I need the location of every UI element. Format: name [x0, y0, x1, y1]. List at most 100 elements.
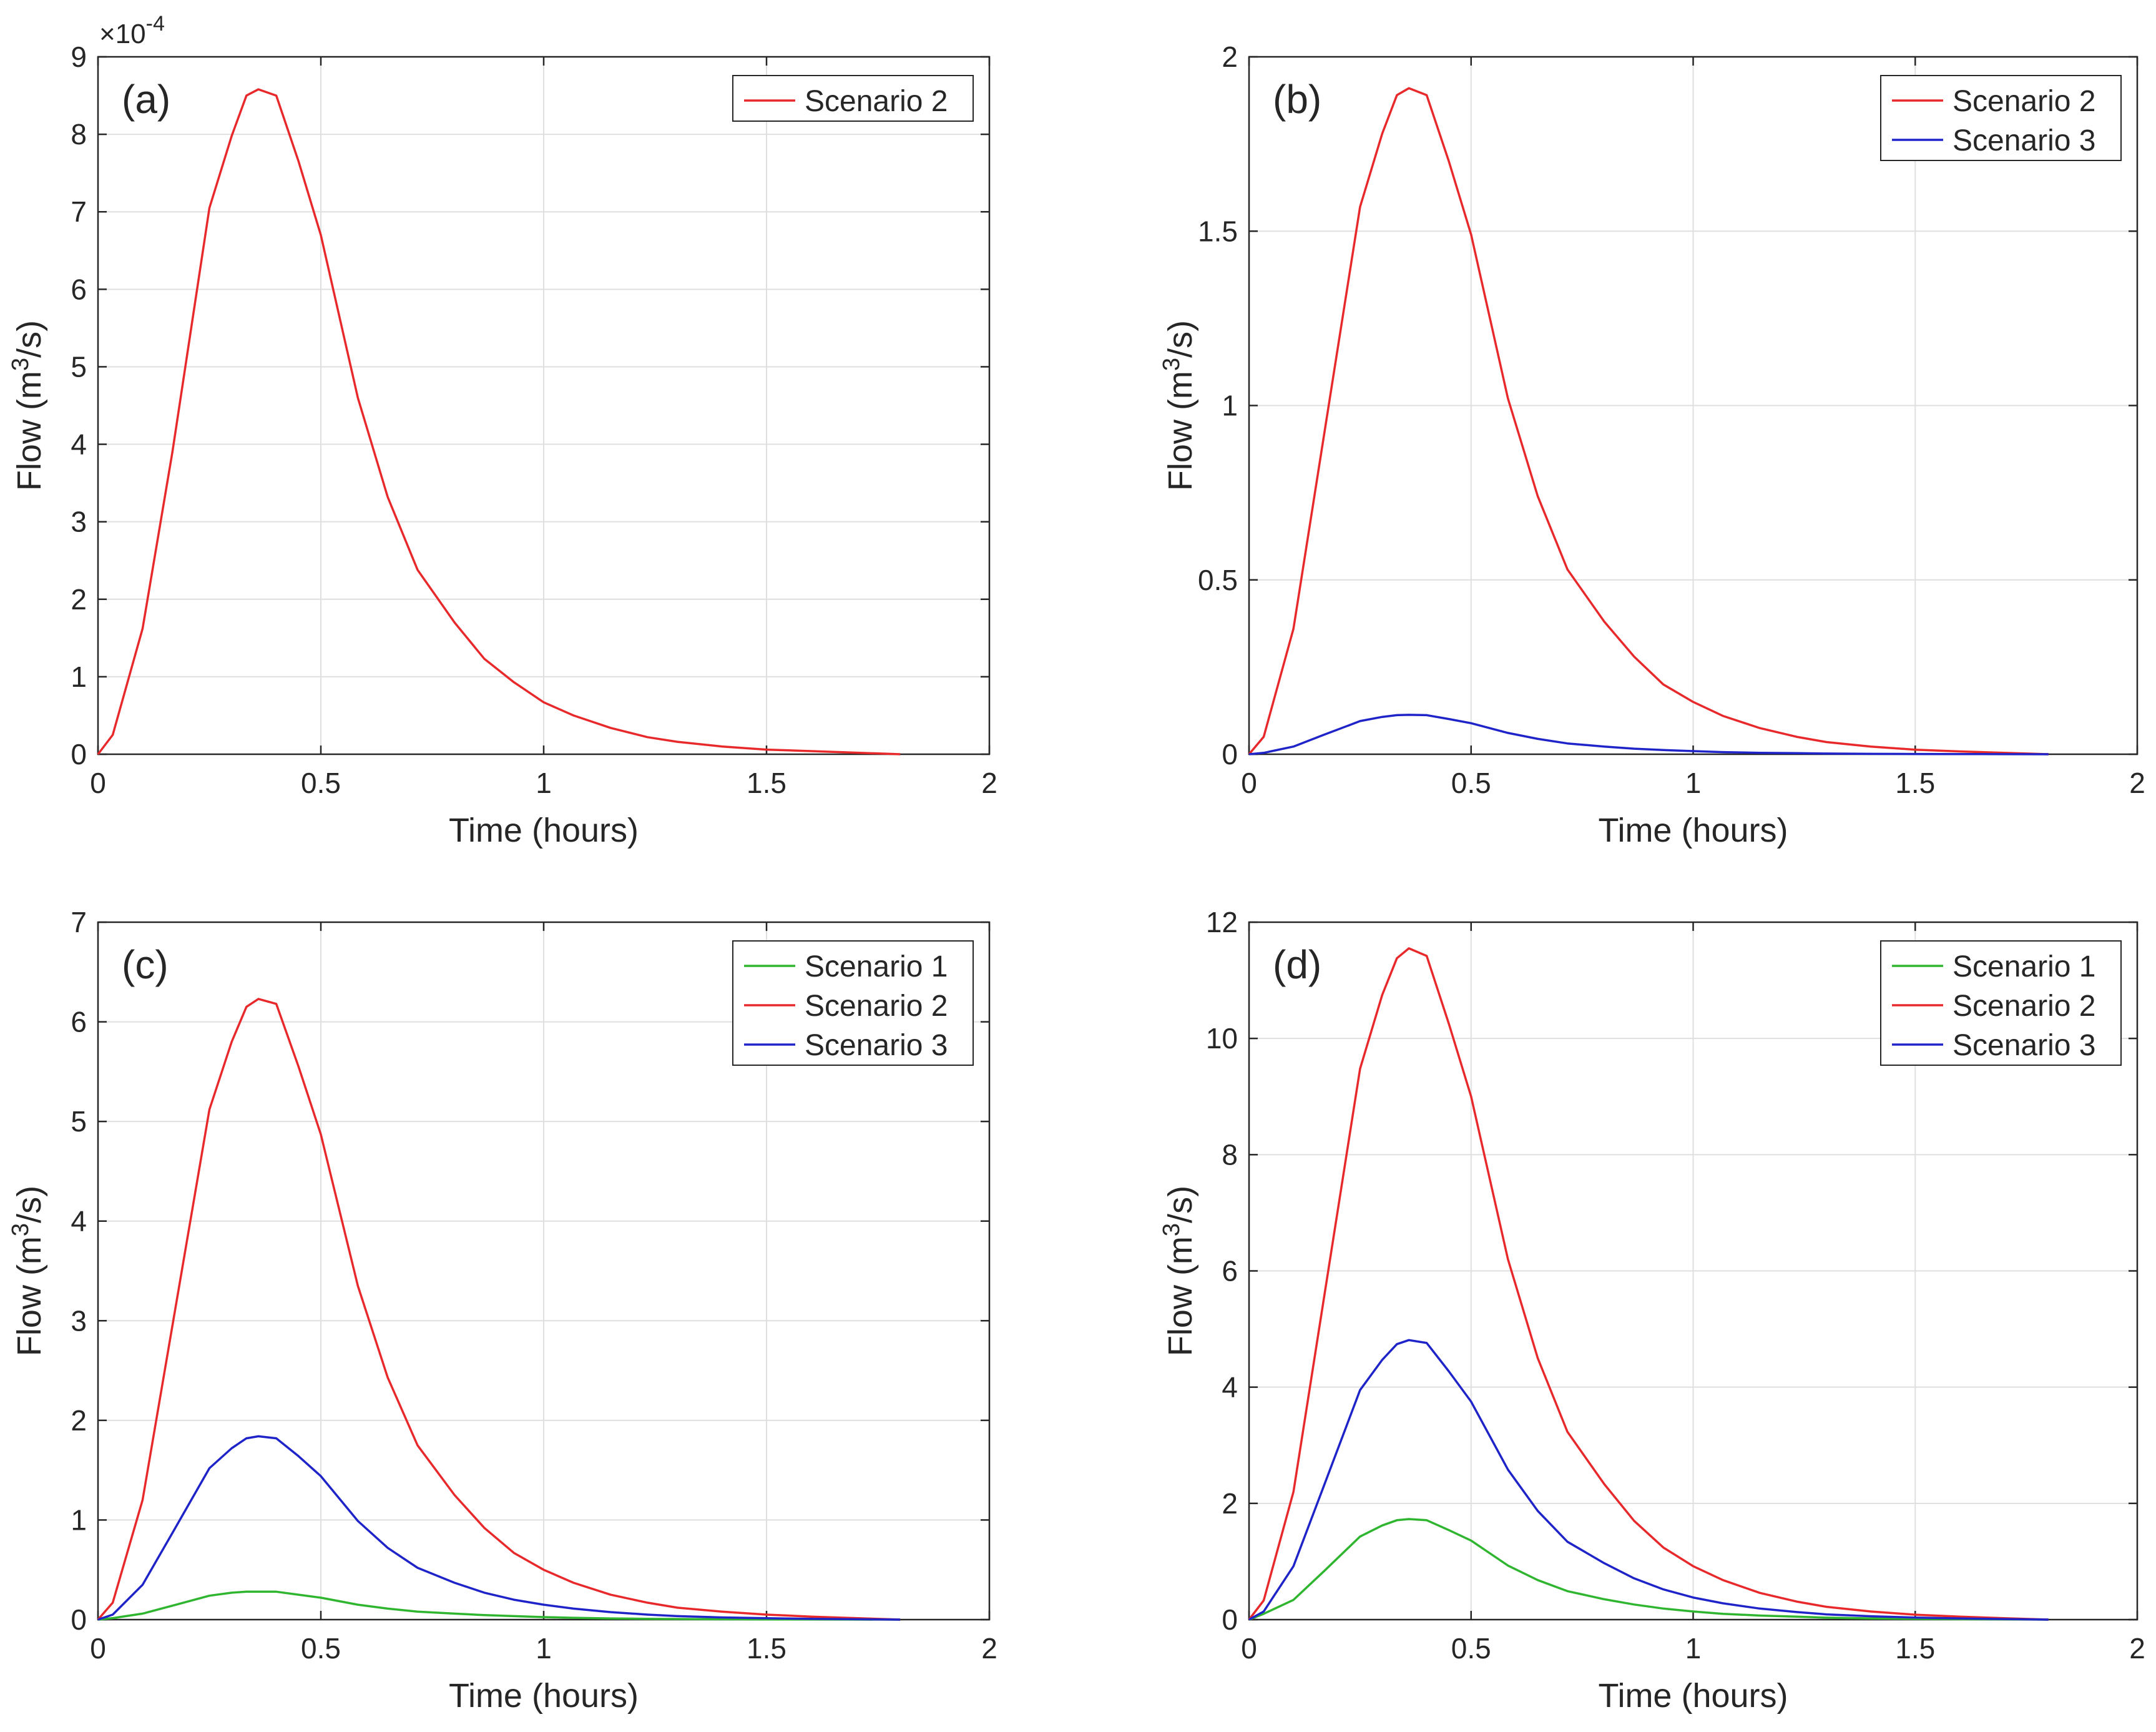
y-tick-label: 1 [1222, 390, 1238, 422]
legend-label: Scenario 2 [805, 85, 948, 118]
chart-panel: 0 0.5 1 1.5 2 0 2 4 6 8 10 12 Time (hours) Flow (m3/s… [1159, 906, 2145, 1715]
y-tick-label: 4 [1222, 1371, 1238, 1404]
x-tick-label: 1 [536, 767, 552, 799]
y-tick-label: 9 [71, 41, 87, 73]
y-axis-label-superscript: 3 [1159, 358, 1185, 371]
y-tick-label: 7 [71, 195, 87, 228]
y-multiplier: ×10-4 [99, 12, 165, 49]
series-line [1248, 1518, 2049, 1621]
y-tick-label: 5 [71, 1105, 87, 1138]
y-axis-label-superscript: 3 [7, 358, 34, 371]
y-axis-label-base: Flow (m [1162, 371, 1199, 491]
x-tick-label: 0.5 [1451, 767, 1491, 799]
y-tick-label: 2 [1222, 1487, 1238, 1520]
y-axis-label: Flow (m3/s) [7, 320, 48, 491]
x-tick-label: 0.5 [301, 1632, 341, 1665]
x-tick-label: 0 [1241, 767, 1257, 799]
legend-label: Scenario 3 [1953, 1029, 2095, 1062]
y-axis-label-base: Flow (m [1162, 1236, 1199, 1356]
y-tick-label: 1 [71, 1503, 87, 1536]
y-tick-label: 6 [71, 1006, 87, 1038]
y-tick-label: 7 [71, 906, 87, 938]
legend-box [732, 75, 974, 122]
y-tick-label: 3 [71, 506, 87, 538]
y-tick-label: 0 [71, 1603, 87, 1636]
y-tick-label: 2 [1222, 41, 1238, 73]
series-line [97, 88, 901, 755]
legend-label: Scenario 3 [1953, 124, 2095, 157]
x-axis-label: Time (hours) [449, 812, 639, 849]
legend-label: Scenario 1 [1953, 950, 2095, 983]
x-tick-label: 1.5 [747, 1632, 786, 1665]
x-axis-label: Time (hours) [449, 1677, 639, 1715]
legend-label: Scenario 3 [805, 1029, 948, 1062]
y-tick-label: 1.5 [1198, 215, 1238, 247]
x-tick-label: 0.5 [1451, 1632, 1491, 1665]
series-line [97, 1590, 901, 1621]
panel-label: (d) [1273, 942, 1321, 987]
y-tick-label: 0 [71, 738, 87, 770]
y-axis-label-tail: /s) [11, 320, 48, 358]
y-tick-label: 4 [71, 428, 87, 461]
series-line [1248, 714, 2049, 755]
x-tick-label: 2 [981, 1632, 997, 1665]
y-tick-label: 12 [1206, 906, 1238, 938]
x-tick-label: 0 [90, 1632, 106, 1665]
y-tick-label: 6 [71, 273, 87, 305]
x-tick-label: 0 [90, 767, 106, 799]
series-line [1248, 87, 2049, 755]
legend-label: Scenario 2 [1953, 990, 2095, 1023]
x-tick-label: 1 [536, 1632, 552, 1665]
y-axis-label-tail: /s) [1162, 320, 1199, 358]
y-axis-label: Flow (m3/s) [1159, 320, 1199, 491]
y-tick-label: 0.5 [1198, 564, 1238, 596]
legend-label: Scenario 2 [1953, 85, 2095, 118]
x-tick-label: 2 [2129, 767, 2145, 799]
panel-label: (c) [122, 942, 169, 987]
panel-label: (a) [122, 77, 170, 122]
y-multiplier-exponent: -4 [146, 12, 165, 36]
y-axis-label: Flow (m3/s) [7, 1186, 48, 1356]
chart-panel: 0 0.5 1 1.5 2 0 1 2 3 4 5 6 7 8 9 ×10-4 Time (hours) Flow… [7, 12, 997, 849]
series-line [97, 1435, 901, 1621]
y-axis-label: Flow (m3/s) [1159, 1186, 1199, 1356]
y-tick-label: 0 [1222, 738, 1238, 770]
x-tick-label: 2 [981, 767, 997, 799]
x-tick-label: 2 [2129, 1632, 2145, 1665]
panel-label: (b) [1273, 77, 1321, 122]
y-tick-label: 5 [71, 350, 87, 383]
y-tick-label: 2 [71, 583, 87, 616]
series-line [97, 998, 901, 1621]
legend-box [1880, 75, 2122, 161]
x-tick-label: 0.5 [301, 767, 341, 799]
y-tick-label: 4 [71, 1205, 87, 1237]
x-tick-label: 1.5 [1895, 767, 1935, 799]
series-line [1248, 1339, 2049, 1621]
chart-panel: 0 0.5 1 1.5 2 0 1 2 3 4 5 6 7 Time (hours) Flow (m3/s)… [7, 906, 997, 1715]
y-tick-label: 0 [1222, 1603, 1238, 1636]
legend-label: Scenario 2 [805, 990, 948, 1023]
y-tick-label: 3 [71, 1304, 87, 1337]
x-tick-label: 1 [1685, 767, 1702, 799]
x-tick-label: 1.5 [747, 767, 786, 799]
chart-panel: 0 0.5 1 1.5 2 0 0.5 1 1.5 2 Time (hours) Flow (m3/s… [1159, 41, 2145, 849]
x-tick-label: 1 [1685, 1632, 1702, 1665]
legend-label: Scenario 1 [805, 950, 948, 983]
x-tick-label: 1.5 [1895, 1632, 1935, 1665]
x-axis-label: Time (hours) [1598, 1677, 1788, 1715]
y-tick-label: 8 [1222, 1138, 1238, 1171]
series-line [1248, 947, 2049, 1621]
y-tick-label: 8 [71, 118, 87, 150]
x-tick-label: 0 [1241, 1632, 1257, 1665]
y-axis-label-base: Flow (m [11, 371, 48, 491]
y-tick-label: 10 [1206, 1022, 1238, 1055]
y-axis-label-tail: /s) [11, 1186, 48, 1223]
y-axis-label-tail: /s) [1162, 1186, 1199, 1223]
y-axis-label-superscript: 3 [7, 1223, 34, 1236]
y-tick-label: 2 [71, 1404, 87, 1437]
y-tick-label: 1 [71, 661, 87, 693]
y-axis-label-superscript: 3 [1159, 1223, 1185, 1236]
y-tick-label: 6 [1222, 1255, 1238, 1287]
x-axis-label: Time (hours) [1598, 812, 1788, 849]
